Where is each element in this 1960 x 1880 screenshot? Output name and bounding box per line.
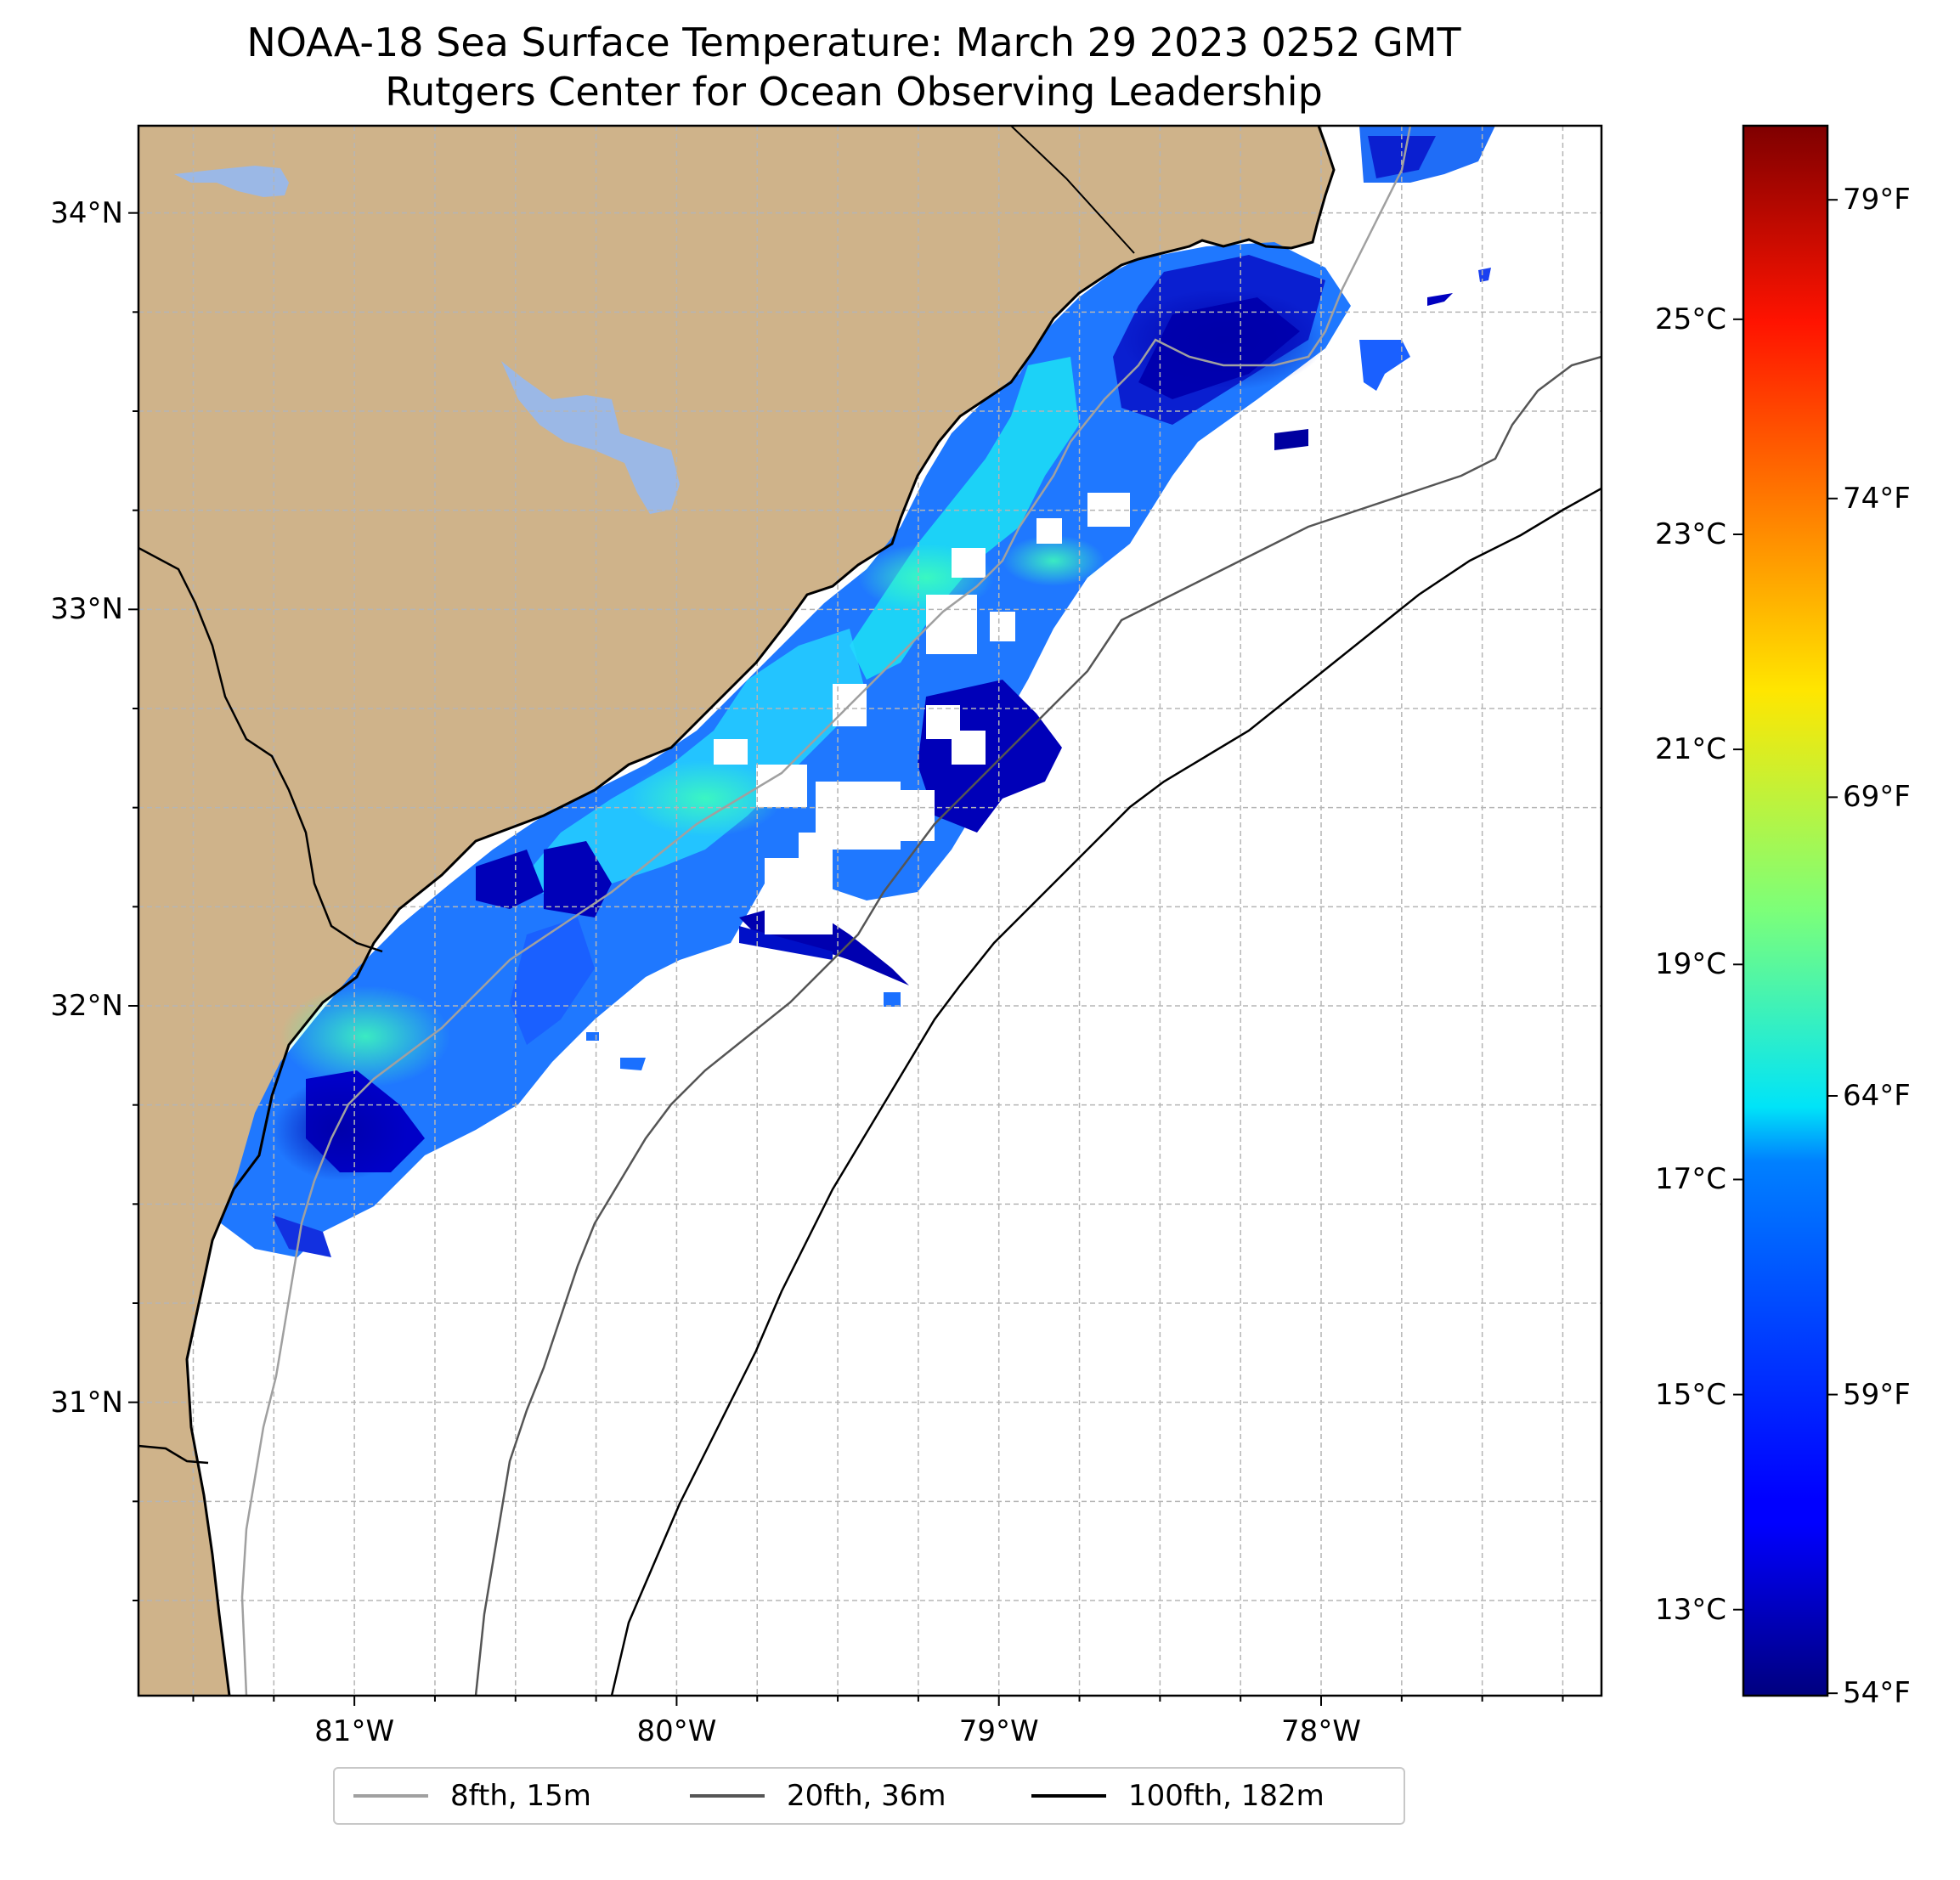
colorbar-ticks [1733, 199, 1838, 1695]
legend-item-20fth: 20fth, 36m [690, 1769, 946, 1823]
legend-item-100fth: 100fth, 182m [1031, 1769, 1325, 1823]
legend-label-20fth: 20fth, 36m [787, 1779, 946, 1813]
lake-north [174, 166, 289, 197]
state-border [138, 546, 383, 953]
state-border-south [138, 1444, 209, 1465]
lat-tick-label: 33°N [50, 592, 123, 627]
legend-swatch-20fth [690, 1794, 765, 1798]
depth-legend: 8fth, 15m 20fth, 36m 100fth, 182m [333, 1767, 1405, 1825]
colorbar-gradient [1743, 126, 1827, 1696]
coastline [185, 126, 1336, 1696]
legend-item-8fth: 8fth, 15m [353, 1769, 591, 1823]
legend-swatch-8fth [353, 1794, 428, 1798]
colorbar-celsius-label: 17°C [1654, 1162, 1726, 1197]
colorbar-fahrenheit-label: 59°F [1843, 1377, 1911, 1412]
colorbar-fahrenheit-label: 74°F [1843, 481, 1911, 516]
colorbar-celsius-label: 25°C [1654, 302, 1726, 336]
chart-title-line1: NOAA-18 Sea Surface Temperature: March 2… [246, 20, 1461, 65]
state-border-nc-sc [1010, 126, 1135, 254]
colorbar-fahrenheit-label: 54°F [1843, 1676, 1911, 1711]
colorbar-frame [1742, 124, 1829, 1697]
lon-tick-label: 81°W [314, 1714, 395, 1748]
legend-label-100fth: 100fth, 182m [1128, 1779, 1325, 1813]
chart-title-line2: Rutgers Center for Ocean Observing Leade… [385, 69, 1323, 115]
lat-tick-label: 34°N [50, 195, 123, 230]
colorbar-celsius-label: 21°C [1654, 732, 1726, 767]
contour-20fth [474, 355, 1601, 1696]
colorbar-fahrenheit-label: 69°F [1843, 780, 1911, 815]
lon-tick-label: 78°W [1281, 1714, 1361, 1748]
colorbar-fahrenheit-label: 64°F [1843, 1078, 1911, 1113]
colorbar-celsius-label: 23°C [1654, 517, 1726, 551]
contour-8fth [240, 126, 1412, 1696]
contour-100fth [610, 487, 1601, 1696]
lake-marion [501, 361, 680, 514]
legend-swatch-100fth [1031, 1794, 1106, 1798]
map-frame [137, 124, 1603, 1697]
lat-tick-label: 31°N [50, 1385, 123, 1420]
colorbar-fahrenheit-label: 79°F [1843, 183, 1911, 217]
colorbar-celsius-label: 13°C [1654, 1592, 1726, 1627]
map-ticks [128, 212, 1564, 1706]
colorbar-celsius-label: 15°C [1654, 1377, 1726, 1412]
lat-tick-label: 32°N [50, 989, 123, 1023]
land-mass [138, 126, 1334, 1696]
legend-label-8fth: 8fth, 15m [450, 1779, 591, 1813]
sst-data-field [221, 126, 1495, 1257]
lon-tick-label: 79°W [958, 1714, 1039, 1748]
colorbar-celsius-label: 19°C [1654, 947, 1726, 982]
lon-tick-label: 80°W [636, 1714, 717, 1748]
